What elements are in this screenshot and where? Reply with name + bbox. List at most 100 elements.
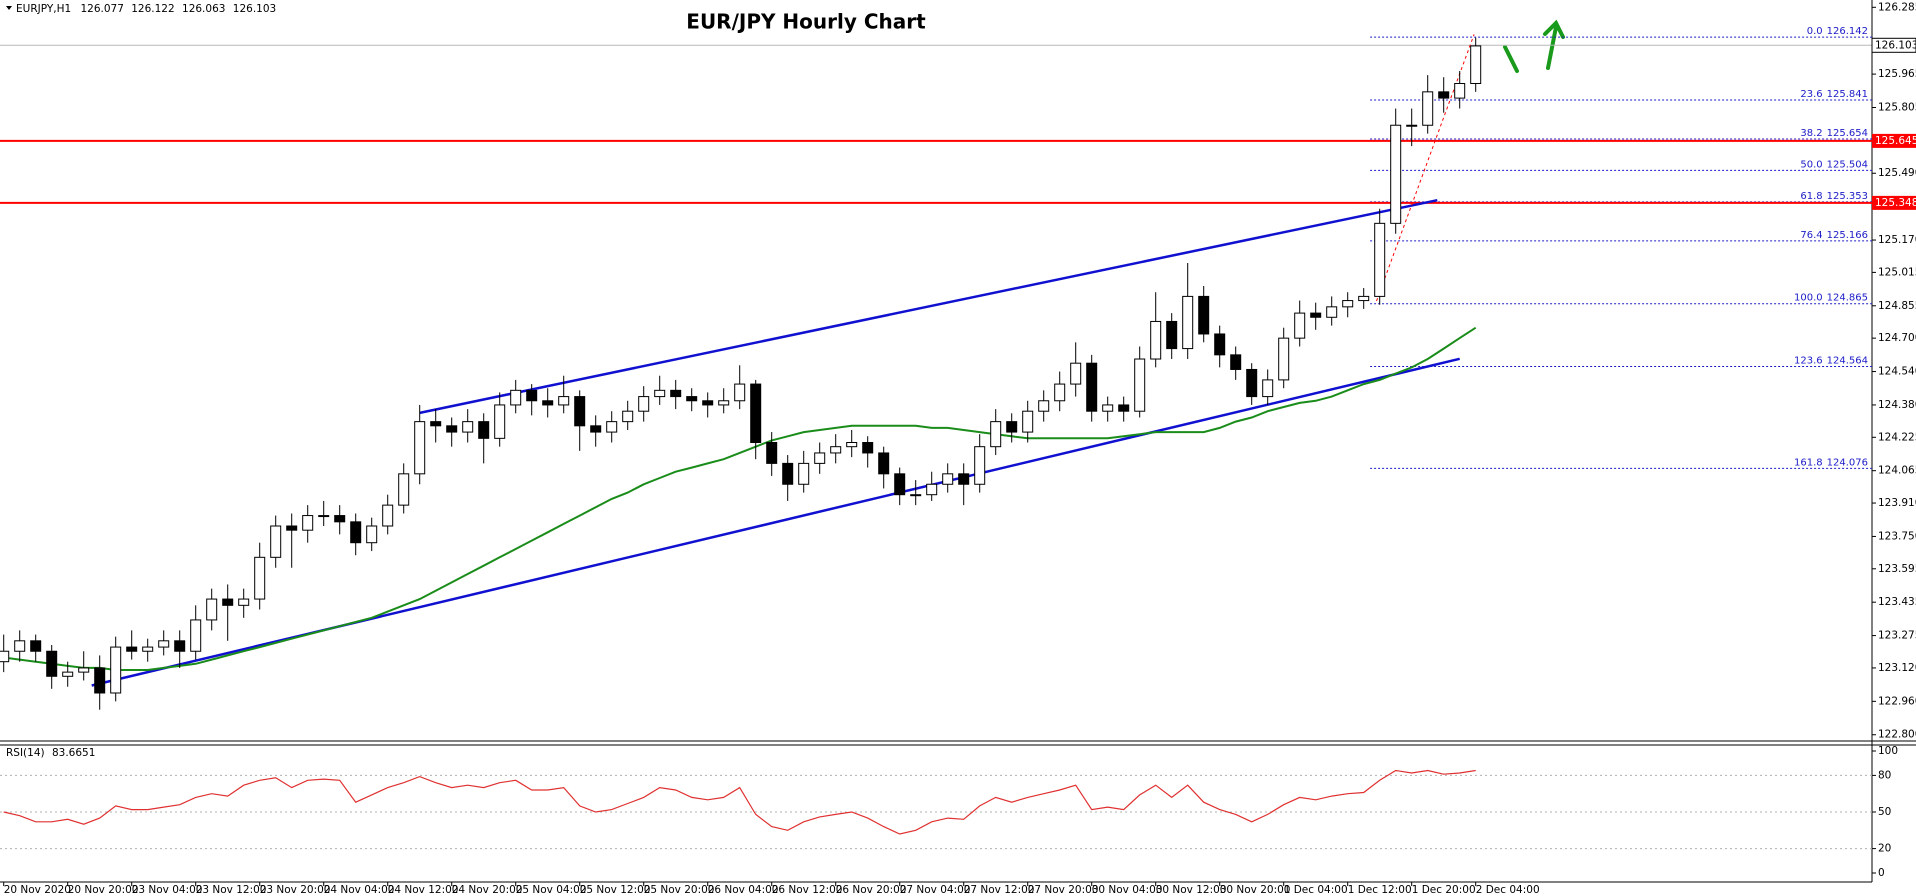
candle-body [206, 598, 218, 621]
fib-price: 125.353 [1827, 191, 1868, 202]
fib-price: 125.841 [1827, 89, 1868, 100]
candle-body [1262, 379, 1274, 398]
candle-body [1070, 362, 1082, 385]
candle-body [590, 425, 602, 433]
candle-body [830, 446, 842, 454]
fib-ratio: 23.6 [1800, 89, 1822, 100]
candle-body [14, 640, 26, 652]
candle-body [670, 389, 682, 398]
candle-body [398, 473, 410, 506]
candle-body [1086, 362, 1098, 412]
y-tick-label: 125.490 [1878, 167, 1916, 179]
candle-body [1342, 300, 1354, 308]
y-tick-label: 124.380 [1878, 399, 1916, 411]
x-tick-label: 23 Nov 04:00 [132, 884, 203, 896]
x-tick-label: 1 Dec 12:00 [1348, 884, 1412, 896]
y-tick-label: 123.120 [1878, 662, 1916, 674]
candle-body [526, 389, 538, 402]
candle-body [1326, 306, 1338, 318]
candle-body [894, 473, 906, 496]
x-tick-label: 20 Nov 20:00 [68, 884, 139, 896]
x-tick-label: 20 Nov 2020 [4, 884, 71, 896]
fib-price: 125.654 [1827, 128, 1868, 139]
candle-body [782, 462, 794, 485]
candle-body [862, 442, 874, 454]
x-tick-label: 25 Nov 20:00 [644, 884, 715, 896]
candle-body [1470, 45, 1482, 84]
candle-body [190, 619, 202, 652]
x-tick-label: 2 Dec 04:00 [1476, 884, 1540, 896]
candle-body [1006, 421, 1018, 433]
moving-average [3, 326, 1477, 671]
candle-body [878, 452, 890, 475]
candle-body [430, 421, 442, 427]
candle-body [1022, 410, 1034, 433]
candle-body [558, 396, 570, 406]
candle-body [750, 383, 762, 444]
candle-body [974, 446, 986, 485]
fib-price: 124.564 [1827, 356, 1868, 367]
candle-body [62, 671, 74, 677]
candle-body [254, 556, 266, 600]
symbol: EURJPY,H1 [16, 3, 71, 15]
x-tick-label: 25 Nov 04:00 [516, 884, 587, 896]
fib-ratio: 76.4 [1800, 230, 1822, 241]
candle-body [334, 515, 346, 523]
y-tick-label: 123.275 [1878, 630, 1916, 642]
rsi-line [3, 769, 1476, 835]
trendline [419, 198, 1438, 415]
candle-body [78, 667, 90, 673]
y-tick-label: 122.800 [1878, 729, 1916, 741]
y-tick-label: 122.960 [1878, 695, 1916, 707]
y-tick-label: 124.855 [1878, 300, 1916, 312]
candle-body [638, 396, 650, 412]
candle-body [1118, 404, 1130, 412]
open-price: 126.077 [80, 3, 123, 15]
high-price: 126.122 [131, 3, 174, 15]
candle-body [126, 646, 138, 652]
candle-body [158, 640, 170, 648]
rsi-tick-label: 50 [1878, 806, 1891, 818]
rsi-tick-label: 100 [1878, 745, 1898, 757]
fib-label: 161.8 124.076 [1794, 457, 1868, 468]
fib-ratio: 0.0 [1807, 26, 1823, 37]
candle-body [46, 650, 58, 677]
candle-body [1230, 354, 1242, 370]
candle-body [686, 396, 698, 402]
candle-body [0, 650, 10, 663]
low-price: 126.063 [182, 3, 225, 15]
candle-body [222, 598, 234, 606]
candle-body [1166, 320, 1178, 350]
x-tick-label: 27 Nov 12:00 [964, 884, 1035, 896]
candle-body [174, 640, 186, 652]
candle-body [238, 598, 250, 606]
candle-body [1374, 222, 1386, 297]
x-tick-label: 1 Dec 20:00 [1412, 884, 1476, 896]
fib-label: 38.2 125.654 [1800, 128, 1868, 139]
candle-body [702, 400, 714, 406]
x-tick-label: 30 Nov 04:00 [1092, 884, 1163, 896]
x-tick-label: 23 Nov 12:00 [196, 884, 267, 896]
candle-body [606, 421, 618, 433]
x-tick-label: 26 Nov 20:00 [836, 884, 907, 896]
candle-body [958, 473, 970, 485]
fib-label: 61.8 125.353 [1800, 191, 1868, 202]
level-tag [1872, 133, 1916, 148]
fib-label: 23.6 125.841 [1800, 89, 1868, 100]
rsi-value: 83.6651 [52, 747, 95, 759]
candle-body [1054, 383, 1066, 402]
x-tick-label: 25 Nov 12:00 [580, 884, 651, 896]
candle-body [1278, 337, 1290, 381]
candle-body [1390, 124, 1402, 224]
candle-body [814, 452, 826, 464]
candle-body [1438, 91, 1450, 99]
y-tick-label: 123.595 [1878, 563, 1916, 575]
y-tick-label: 124.065 [1878, 465, 1916, 477]
candle-body [942, 473, 954, 485]
fib-label: 123.6 124.564 [1794, 356, 1868, 367]
arrow [1503, 45, 1519, 73]
candle-body [366, 525, 378, 544]
candle-body [110, 646, 122, 694]
candle-body [1294, 312, 1306, 339]
